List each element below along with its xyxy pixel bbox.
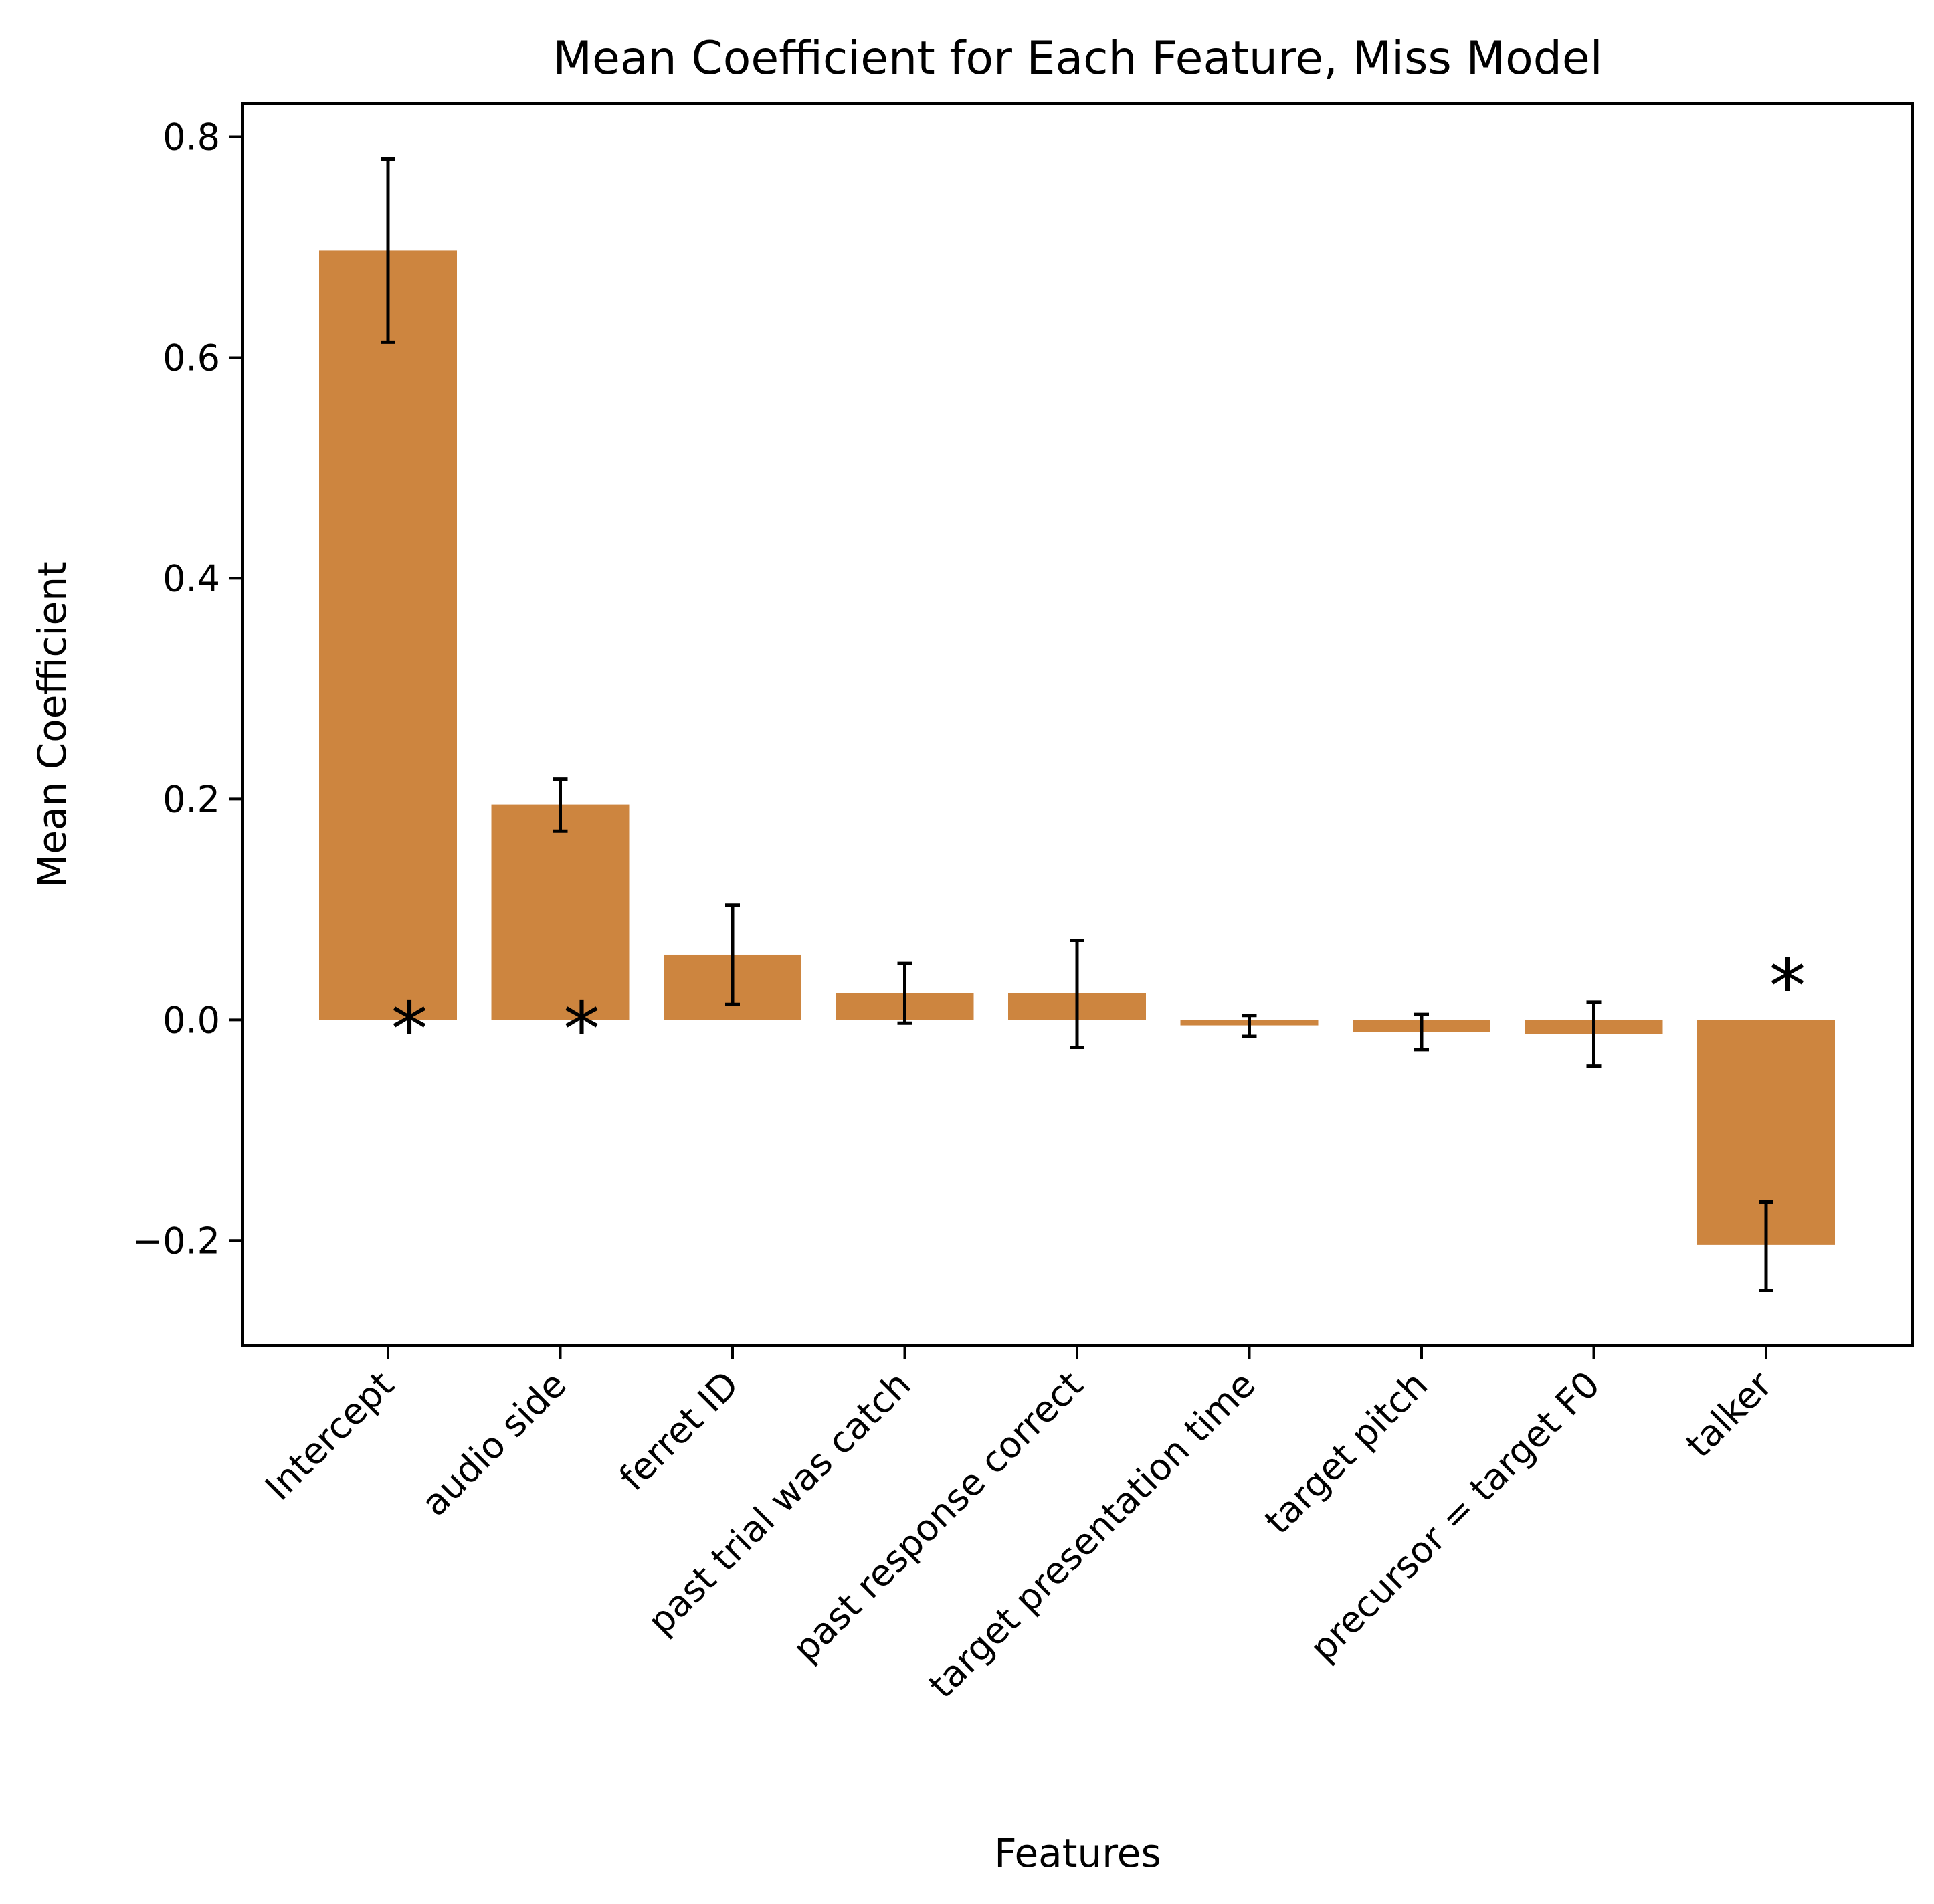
y-tick-label: 0.0: [163, 999, 220, 1041]
y-tick-label: 0.4: [163, 557, 220, 599]
y-tick-label: 0.2: [163, 778, 220, 820]
significance-marker: *: [1769, 943, 1806, 1029]
plot-area: * * *: [319, 157, 1835, 1293]
x-tick-label: past response correct: [785, 1363, 1091, 1670]
significance-marker: *: [391, 986, 428, 1072]
x-tick-label: Intercept: [257, 1363, 402, 1509]
bar: [319, 250, 457, 1020]
plot-frame: [241, 102, 1914, 1347]
y-tick-label: 0.6: [163, 337, 220, 379]
x-tick-label: ferret ID: [611, 1363, 747, 1499]
bar: [491, 804, 630, 1020]
y-tick-label: −0.2: [132, 1220, 220, 1262]
x-tick-label: target pitch: [1256, 1363, 1436, 1543]
chart-title: Mean Coefficient for Each Feature, Miss …: [553, 32, 1602, 85]
x-tick-label: target presentation time: [921, 1363, 1264, 1707]
x-tick-label: audio side: [413, 1363, 575, 1525]
x-tick-label: talker: [1678, 1363, 1781, 1466]
y-axis-label: Mean Coefficient: [29, 561, 75, 887]
y-tick-label: 0.8: [163, 116, 220, 158]
x-tick-label: precursor = target F0: [1302, 1363, 1608, 1670]
y-axis: −0.2 0.0 0.2 0.4 0.6 0.8: [132, 116, 243, 1262]
x-axis-label: Features: [994, 1830, 1161, 1876]
significance-marker: *: [563, 986, 600, 1072]
